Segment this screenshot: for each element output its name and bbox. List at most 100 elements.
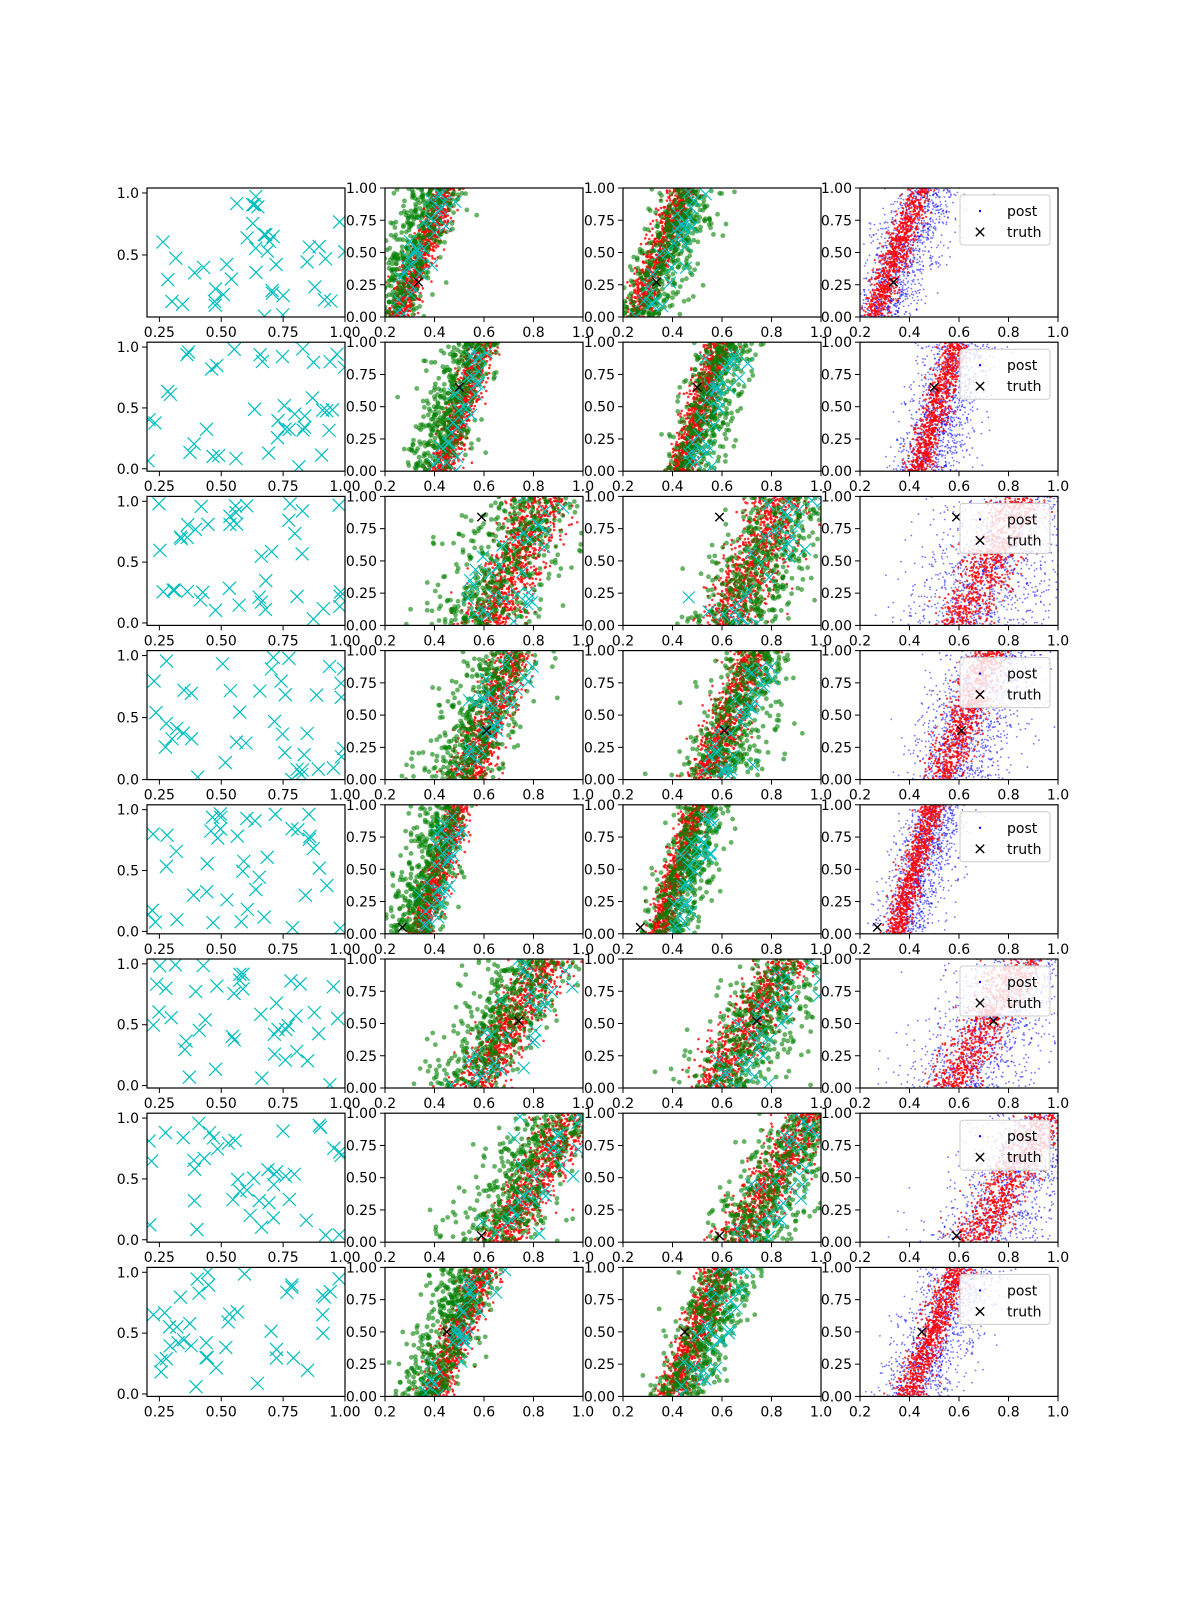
- red-sample: [868, 279, 871, 282]
- post-sample: [867, 272, 869, 274]
- post-sample: [918, 239, 920, 242]
- red-sample: [890, 292, 893, 295]
- green-sample: [436, 240, 442, 246]
- cross-stroke: [644, 287, 657, 300]
- red-sample: [884, 275, 887, 279]
- red-sample: [903, 233, 906, 236]
- cyan-cross: [675, 218, 689, 231]
- post-sample: [856, 288, 858, 290]
- post-sample: [867, 289, 870, 291]
- green-sample: [417, 303, 423, 309]
- post-sample: [897, 197, 900, 200]
- cross-stroke: [975, 227, 985, 237]
- green-sample: [380, 304, 385, 309]
- red-sample: [895, 265, 898, 268]
- red-sample: [895, 299, 898, 302]
- post-sample: [920, 219, 923, 222]
- red-sample: [899, 201, 902, 204]
- red-sample: [895, 240, 899, 243]
- post-sample: [905, 292, 908, 295]
- post-sample: [932, 201, 934, 204]
- post-sample: [929, 237, 932, 239]
- cross-stroke: [323, 294, 338, 309]
- post-sample: [933, 225, 936, 228]
- green-sample: [430, 292, 435, 297]
- red-sample: [653, 237, 657, 241]
- red-sample: [429, 242, 433, 246]
- green-sample: [424, 258, 430, 264]
- cross-stroke: [413, 277, 424, 287]
- post-sample: [932, 204, 935, 207]
- cyan-cross: [427, 214, 441, 228]
- green-sample: [393, 261, 399, 267]
- cross-stroke: [258, 227, 273, 242]
- cross-stroke: [646, 267, 660, 281]
- cyan-cross: [653, 247, 667, 261]
- post-sample: [891, 216, 894, 219]
- post-sample: [874, 261, 877, 264]
- post-sample: [953, 193, 956, 196]
- green-sample: [410, 221, 416, 227]
- post-sample: [954, 194, 957, 197]
- post-sample: [929, 263, 932, 266]
- training-point: [249, 265, 263, 280]
- green-sample: [708, 188, 714, 194]
- post-sample: [854, 300, 856, 302]
- red-sample: [902, 249, 906, 252]
- red-sample: [907, 255, 910, 258]
- green-sample: [430, 209, 436, 215]
- training-point: [247, 197, 262, 212]
- cross-stroke: [248, 241, 263, 256]
- cyan-cross: [392, 293, 405, 306]
- cross-stroke: [269, 257, 284, 272]
- green-sample: [402, 198, 407, 204]
- green-sample: [670, 295, 675, 301]
- post-sample: [932, 226, 935, 229]
- red-sample: [893, 262, 896, 265]
- post-sample: [885, 227, 888, 229]
- red-sample: [423, 252, 427, 256]
- green-sample: [676, 264, 681, 270]
- post-sample: [909, 314, 912, 316]
- post-sample: [918, 248, 921, 250]
- green-sample: [428, 234, 434, 240]
- post-sample: [924, 250, 926, 253]
- red-sample: [909, 210, 912, 213]
- post-sample: [903, 289, 906, 291]
- red-sample: [910, 213, 913, 216]
- training-point: [265, 283, 279, 298]
- green-sample: [697, 215, 703, 220]
- red-sample: [911, 191, 914, 194]
- post-sample: [914, 283, 916, 286]
- post-sample: [945, 221, 948, 224]
- post-sample: [952, 201, 954, 204]
- green-sample: [385, 293, 389, 299]
- red-sample: [430, 254, 434, 258]
- cyan-cross: [661, 246, 675, 259]
- green-sample: [390, 273, 396, 279]
- cross-stroke: [687, 194, 700, 208]
- cross-stroke: [404, 287, 418, 301]
- cross-stroke: [219, 257, 234, 272]
- green-sample: [395, 257, 401, 262]
- post-sample: [864, 306, 866, 309]
- post-sample: [922, 254, 925, 256]
- red-sample: [899, 226, 903, 229]
- cross-stroke: [425, 258, 439, 272]
- post-sample: [878, 281, 880, 284]
- cross-stroke: [417, 216, 430, 230]
- post-sample: [941, 254, 943, 257]
- training-point: [265, 286, 280, 301]
- red-sample: [639, 281, 642, 285]
- post-sample: [917, 299, 920, 302]
- green-sample: [386, 278, 392, 284]
- green-sample: [658, 230, 663, 236]
- post-sample: [945, 191, 948, 194]
- cross-stroke: [266, 229, 280, 244]
- red-sample: [911, 202, 915, 206]
- red-sample: [424, 263, 428, 267]
- post-sample: [917, 217, 919, 219]
- red-sample: [901, 237, 904, 241]
- green-sample: [390, 277, 395, 283]
- post-sample: [861, 314, 863, 317]
